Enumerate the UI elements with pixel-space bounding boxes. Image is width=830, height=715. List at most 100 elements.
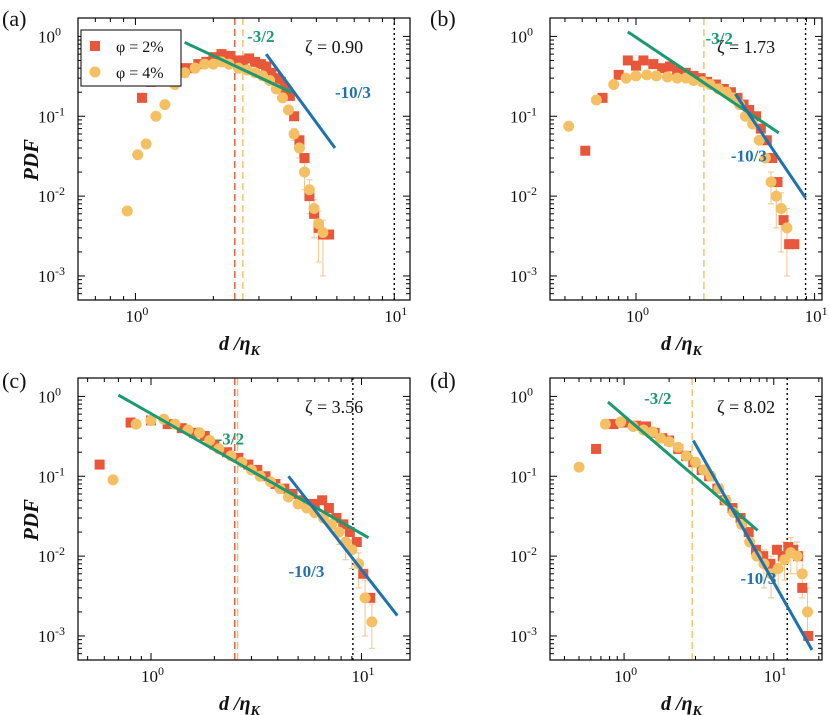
data-point-phi4 <box>293 142 305 154</box>
data-point-phi4 <box>277 92 289 104</box>
legend-marker-phi2 <box>90 41 100 51</box>
data-point-phi2 <box>309 498 320 509</box>
data-point-phi4 <box>630 70 642 82</box>
data-point-phi4 <box>801 606 813 618</box>
x-tick-label: 100 <box>614 664 637 686</box>
data-point-phi2 <box>638 55 649 66</box>
plot-area <box>563 18 807 300</box>
data-point-phi4 <box>107 474 119 486</box>
data-point-phi2 <box>648 59 659 70</box>
data-point-phi4 <box>772 562 784 574</box>
data-point-phi4 <box>608 78 620 90</box>
data-point-phi2 <box>304 191 315 202</box>
data-point-phi2 <box>284 90 295 101</box>
data-point-phi4 <box>573 461 585 473</box>
data-point-phi4 <box>689 456 701 468</box>
y-tick-label: 100 <box>38 384 61 406</box>
data-point-phi4 <box>159 99 171 111</box>
legend-label: φ = 2% <box>116 39 164 56</box>
data-point-phi4 <box>590 94 602 106</box>
x-axis-label: d /ηK <box>661 333 704 359</box>
data-point-phi4 <box>121 205 133 217</box>
data-point-phi4 <box>627 420 639 432</box>
panel-c: (c) -3/2 -10/3 100 101 10-3 10-2 10-1 100 d /ηK PD… <box>2 368 411 715</box>
data-point-phi4 <box>672 441 684 453</box>
data-point-phi4 <box>194 427 206 439</box>
data-point-phi4 <box>282 104 294 116</box>
data-point-phi4 <box>599 418 611 430</box>
panel-label: (a) <box>2 6 26 31</box>
data-point-phi2 <box>125 417 136 428</box>
data-point-phi4 <box>189 62 201 74</box>
data-point-phi4 <box>647 426 659 438</box>
data-point-phi2 <box>771 544 782 555</box>
x-tick-label: 100 <box>626 304 649 326</box>
data-point-phi2 <box>289 111 300 122</box>
slope-label: -10/3 <box>335 83 371 102</box>
fit-line <box>606 400 759 532</box>
legend-label: φ = 4% <box>116 65 164 82</box>
data-point-phi2 <box>243 459 254 470</box>
data-point-phi2 <box>591 443 602 454</box>
axes-frame <box>77 377 411 661</box>
data-point-phi2 <box>735 513 746 524</box>
data-point-phi2 <box>209 439 220 450</box>
data-point-phi4 <box>770 190 782 202</box>
x-axis-label: d /ηK <box>219 333 262 359</box>
data-point-phi2 <box>266 67 277 78</box>
data-point-phi2 <box>233 452 244 463</box>
fit-line <box>264 53 337 149</box>
x-tick-label: 101 <box>764 664 787 686</box>
fit-line <box>691 439 814 651</box>
data-point-phi2 <box>789 239 800 250</box>
x-axis-label: d /ηK <box>219 693 262 715</box>
y-tick-label: 10-2 <box>38 184 65 206</box>
data-point-phi4 <box>654 432 666 444</box>
data-point-phi4 <box>317 227 329 239</box>
y-tick-label: 10-1 <box>38 104 65 126</box>
panel-label: (b) <box>430 6 456 31</box>
data-point-phi4 <box>145 414 157 426</box>
data-point-phi2 <box>216 49 227 60</box>
data-point-phi4 <box>791 550 803 562</box>
data-point-phi2 <box>323 503 334 514</box>
data-point-phi4 <box>150 110 162 122</box>
y-tick-label: 10-3 <box>510 264 537 286</box>
data-point-phi4 <box>641 69 653 81</box>
data-point-phi4 <box>199 58 211 70</box>
data-point-phi4 <box>179 67 191 79</box>
zeta-label: ζ = 3.56 <box>305 397 363 417</box>
panel-a: (a) -3/2 -10/3 100 101 10-3 10-2 10-1 100 d /ηK PD… <box>2 6 411 359</box>
data-point-phi2 <box>608 419 619 430</box>
data-point-phi2 <box>176 423 187 434</box>
slope-label: -3/2 <box>247 27 274 46</box>
y-tick-label: 100 <box>510 24 533 46</box>
slope-label: -10/3 <box>731 147 767 166</box>
data-point-phi2 <box>250 56 261 67</box>
data-point-phi4 <box>680 450 692 462</box>
y-tick-label: 10-1 <box>38 464 65 486</box>
fit-line <box>626 30 780 135</box>
x-axis-label: d /ηK <box>661 693 704 715</box>
data-point-phi2 <box>778 215 789 226</box>
y-tick-label: 10-2 <box>38 544 65 566</box>
data-point-phi4 <box>299 166 311 178</box>
zeta-label: ζ = 0.90 <box>305 37 363 57</box>
data-point-phi4 <box>288 128 300 140</box>
data-point-phi4 <box>292 498 304 510</box>
data-point-phi2 <box>275 76 286 87</box>
y-tick-label: 10-3 <box>510 624 537 646</box>
fit-line <box>117 393 370 540</box>
y-tick-label: 100 <box>510 384 533 406</box>
data-point-phi2 <box>657 63 668 74</box>
data-point-phi2 <box>622 55 633 66</box>
plot-area <box>573 378 814 660</box>
y-tick-label: 100 <box>38 24 61 46</box>
data-point-phi2 <box>765 558 776 569</box>
data-point-phi2 <box>94 459 105 470</box>
fit-line <box>184 41 292 94</box>
data-point-phi2 <box>294 135 305 146</box>
data-point-phi2 <box>324 229 335 240</box>
data-point-phi2 <box>755 123 766 134</box>
